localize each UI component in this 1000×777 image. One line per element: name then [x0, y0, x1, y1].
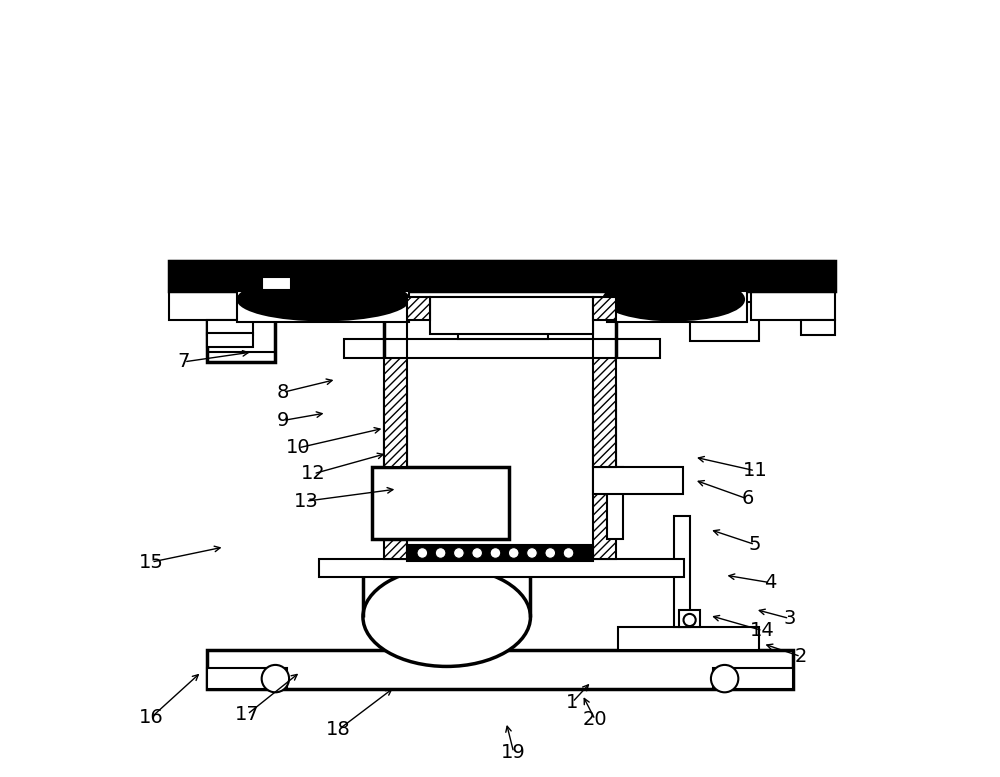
Circle shape: [454, 548, 464, 559]
Circle shape: [563, 548, 574, 559]
Text: 17: 17: [235, 705, 260, 724]
Bar: [674, 517, 690, 627]
Text: 6: 6: [741, 490, 754, 508]
Bar: [690, 301, 759, 341]
Circle shape: [545, 548, 556, 559]
Text: 12: 12: [301, 465, 326, 483]
Bar: [344, 339, 660, 358]
Bar: [618, 627, 759, 650]
Text: 4: 4: [764, 573, 777, 592]
Bar: [430, 297, 593, 333]
Bar: [593, 297, 616, 320]
Bar: [593, 357, 616, 467]
Text: 13: 13: [293, 492, 318, 510]
Bar: [751, 291, 835, 320]
Ellipse shape: [238, 278, 409, 320]
Bar: [679, 610, 700, 627]
Bar: [319, 559, 684, 577]
Bar: [169, 291, 253, 320]
Circle shape: [417, 548, 428, 559]
Bar: [207, 320, 253, 335]
Bar: [207, 650, 793, 689]
Text: 18: 18: [326, 720, 351, 739]
Bar: [801, 320, 835, 335]
Circle shape: [684, 614, 696, 626]
Bar: [384, 357, 407, 467]
Ellipse shape: [603, 278, 744, 320]
Bar: [593, 388, 616, 559]
Circle shape: [527, 548, 537, 559]
Ellipse shape: [363, 567, 530, 667]
Circle shape: [435, 548, 446, 559]
Circle shape: [711, 665, 738, 692]
Bar: [207, 320, 275, 362]
Bar: [372, 467, 509, 539]
Text: 20: 20: [583, 710, 607, 730]
Bar: [262, 277, 291, 291]
Text: 1: 1: [566, 693, 579, 712]
Bar: [407, 297, 430, 320]
Text: 9: 9: [277, 411, 289, 430]
Text: 3: 3: [783, 609, 796, 628]
Bar: [384, 388, 407, 559]
Bar: [607, 467, 623, 539]
Circle shape: [490, 548, 501, 559]
Text: 10: 10: [286, 438, 311, 458]
Bar: [607, 291, 747, 322]
Bar: [207, 333, 253, 347]
Text: 11: 11: [743, 462, 767, 480]
Bar: [713, 668, 793, 689]
Text: 5: 5: [749, 535, 761, 554]
Text: 14: 14: [750, 621, 775, 640]
Text: 2: 2: [795, 647, 807, 666]
Bar: [407, 545, 593, 560]
Circle shape: [262, 665, 289, 692]
Bar: [458, 322, 548, 339]
Text: 16: 16: [139, 708, 164, 727]
Text: 7: 7: [178, 352, 190, 371]
Bar: [169, 260, 835, 291]
Circle shape: [472, 548, 482, 559]
Circle shape: [508, 548, 519, 559]
Text: 15: 15: [139, 552, 164, 572]
Text: 8: 8: [277, 383, 289, 402]
Bar: [237, 291, 409, 322]
Text: 19: 19: [501, 743, 526, 762]
Bar: [207, 668, 287, 689]
Bar: [593, 467, 683, 493]
